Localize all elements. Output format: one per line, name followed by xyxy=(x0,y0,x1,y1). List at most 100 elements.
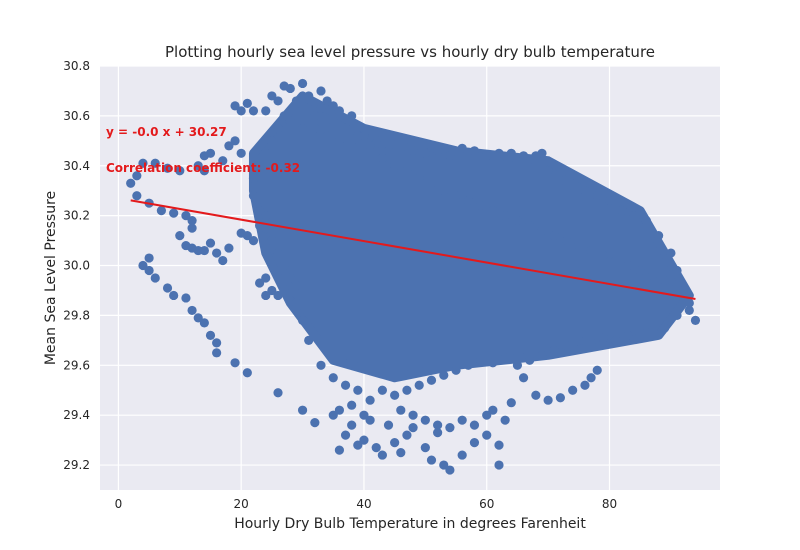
data-point xyxy=(297,315,308,325)
data-point xyxy=(242,368,252,378)
data-point xyxy=(690,315,701,325)
data-point xyxy=(138,158,148,168)
x-tick-label: 40 xyxy=(356,497,371,511)
data-point xyxy=(678,285,688,296)
data-point xyxy=(445,423,455,433)
data-point xyxy=(316,103,326,113)
data-point xyxy=(273,248,283,258)
data-point xyxy=(684,305,694,316)
data-point xyxy=(328,373,338,383)
data-point xyxy=(150,273,160,283)
data-point xyxy=(267,285,277,296)
data-point xyxy=(242,98,252,109)
data-point xyxy=(475,355,486,365)
data-point xyxy=(377,385,387,395)
data-point xyxy=(439,186,449,196)
data-point xyxy=(488,358,498,368)
x-tick-label: 80 xyxy=(602,497,617,511)
data-point xyxy=(488,206,498,216)
data-point xyxy=(426,375,437,385)
x-axis-label: Hourly Dry Bulb Temperature in degrees F… xyxy=(234,516,586,532)
data-point xyxy=(586,245,596,256)
data-point xyxy=(261,273,271,283)
data-point xyxy=(291,96,302,106)
data-point xyxy=(347,400,357,410)
data-point xyxy=(285,116,295,126)
data-point xyxy=(641,216,651,226)
data-point xyxy=(248,191,259,201)
data-point xyxy=(525,355,535,365)
data-point xyxy=(635,328,645,338)
data-point xyxy=(396,447,406,458)
data-point xyxy=(426,455,437,465)
data-point xyxy=(445,465,455,475)
data-point xyxy=(304,335,314,345)
data-point xyxy=(365,141,375,151)
data-point xyxy=(666,248,676,258)
data-point xyxy=(647,325,658,335)
data-point xyxy=(457,450,467,460)
data-point xyxy=(561,235,572,246)
data-point xyxy=(604,196,615,206)
data-point xyxy=(383,420,394,430)
data-point xyxy=(255,161,265,171)
x-tick-label: 20 xyxy=(234,497,249,511)
data-point xyxy=(353,131,363,141)
data-point xyxy=(494,148,504,158)
data-point xyxy=(623,260,633,271)
data-point xyxy=(568,181,578,191)
data-point xyxy=(672,265,682,276)
data-point xyxy=(218,156,228,166)
correlation-annotation: Correlation coefficient: -0.32 xyxy=(106,161,300,175)
data-point xyxy=(132,191,142,201)
data-point xyxy=(469,146,480,156)
data-point xyxy=(592,365,602,375)
data-point xyxy=(328,116,338,126)
data-point xyxy=(365,415,375,425)
x-axis-ticks: 0 20 40 60 80 xyxy=(115,497,618,511)
data-point xyxy=(353,440,363,450)
data-point xyxy=(218,255,228,266)
data-point xyxy=(433,146,443,156)
data-point xyxy=(175,231,185,241)
data-point xyxy=(555,176,565,186)
data-points xyxy=(126,78,701,475)
data-point xyxy=(340,430,351,440)
data-point xyxy=(402,166,412,176)
data-point xyxy=(304,91,314,101)
data-point xyxy=(230,101,240,111)
data-point xyxy=(334,405,345,415)
data-point xyxy=(248,235,259,246)
equation-annotation: y = -0.0 x + 30.27 xyxy=(106,125,227,139)
data-point xyxy=(574,240,584,251)
data-point xyxy=(224,243,234,253)
data-point xyxy=(273,96,283,106)
data-point xyxy=(574,335,584,345)
data-point xyxy=(482,410,492,420)
data-point xyxy=(617,206,627,216)
data-point xyxy=(580,186,590,196)
chart-title: Plotting hourly sea level pressure vs ho… xyxy=(165,43,655,61)
y-tick-label: 29.6 xyxy=(63,358,90,372)
data-point xyxy=(297,78,308,89)
data-point xyxy=(654,231,664,241)
data-point xyxy=(297,123,308,133)
data-point xyxy=(261,211,271,221)
y-axis-label: Mean Sea Level Pressure xyxy=(43,191,59,365)
data-point xyxy=(506,398,516,408)
data-point xyxy=(377,153,387,163)
y-tick-label: 29.4 xyxy=(63,408,90,422)
data-point xyxy=(390,390,400,400)
data-point xyxy=(531,390,541,400)
data-point xyxy=(255,278,265,288)
data-point xyxy=(328,101,338,111)
data-point xyxy=(205,238,216,248)
y-tick-label: 30.8 xyxy=(63,59,90,73)
data-point xyxy=(236,148,246,158)
data-point xyxy=(512,360,523,370)
data-point xyxy=(273,123,283,133)
data-point xyxy=(322,131,332,141)
data-point xyxy=(635,265,645,276)
data-point xyxy=(248,106,259,116)
